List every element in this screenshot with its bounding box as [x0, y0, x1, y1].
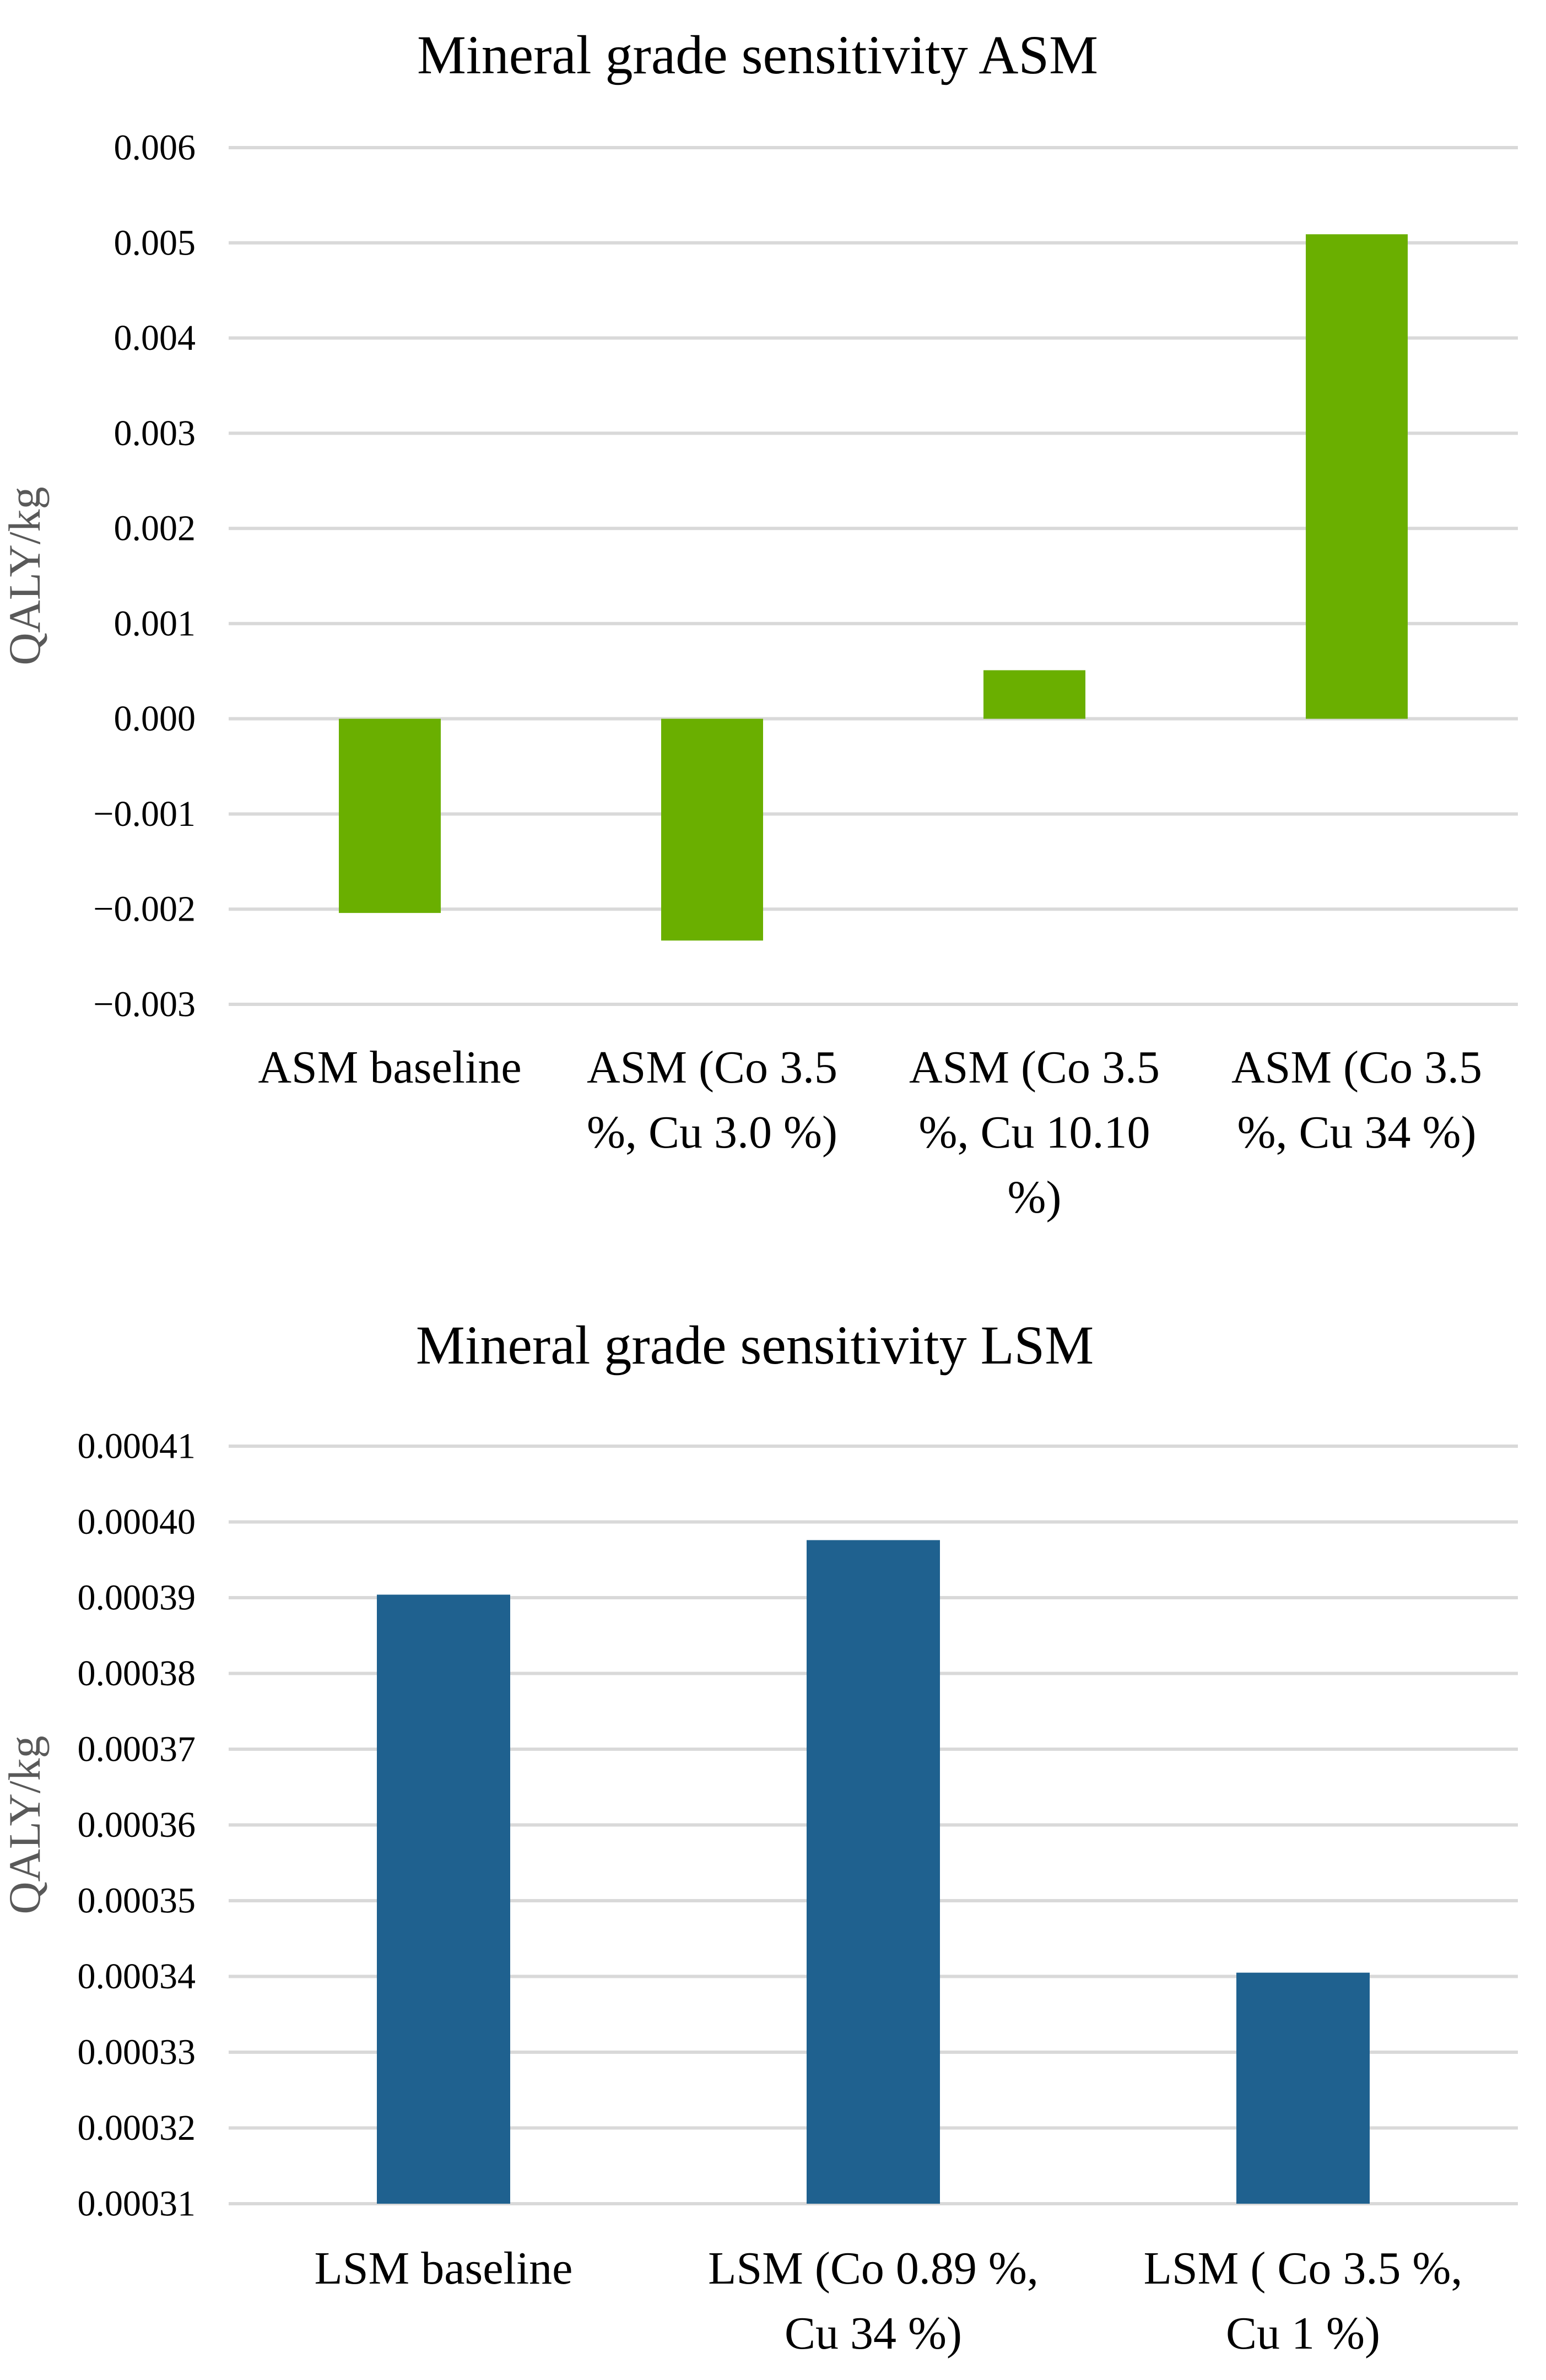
asm-y-tick-label: 0.000 — [114, 699, 196, 739]
asm-y-tick-label: 0.002 — [114, 509, 196, 549]
lsm-chart-title: Mineral grade sensitivity LSM — [416, 1315, 1094, 1376]
asm-bar-3 — [983, 670, 1085, 719]
lsm-y-axis-label: QALY/kg — [0, 1735, 50, 1914]
lsm-y-tick-label: 0.00034 — [78, 1956, 196, 1997]
asm-chart-title: Mineral grade sensitivity ASM — [417, 24, 1098, 85]
asm-y-tick-label: 0.006 — [114, 128, 196, 168]
lsm-y-tick-label: 0.00032 — [78, 2108, 196, 2148]
lsm-y-tick-label: 0.00040 — [78, 1502, 196, 1542]
lsm-y-tick-label: 0.00039 — [78, 1578, 196, 1618]
lsm-bar-2 — [807, 1540, 940, 2204]
asm-y-tick-label: 0.003 — [114, 413, 196, 453]
asm-y-tick-label: −0.003 — [93, 985, 196, 1025]
asm-y-tick-label: 0.004 — [114, 318, 196, 358]
asm-category-label-2: ASM (Co 3.5%, Cu 3.0 %) — [587, 1042, 837, 1158]
lsm-sensitivity-chart: Mineral grade sensitivity LSM QALY/kg 0.00… — [0, 1315, 1518, 2359]
asm-y-tick-label: −0.002 — [93, 889, 196, 929]
lsm-y-tick-label: 0.00031 — [78, 2184, 196, 2224]
asm-category-label-3: ASM (Co 3.5%, Cu 10.10%) — [909, 1042, 1160, 1223]
asm-y-tick-label: −0.001 — [93, 794, 196, 834]
asm-bar-2 — [661, 718, 763, 941]
lsm-y-tick-label: 0.00038 — [78, 1653, 196, 1694]
asm-category-label-4: ASM (Co 3.5%, Cu 34 %) — [1231, 1042, 1482, 1158]
lsm-y-tick-label: 0.00041 — [78, 1426, 196, 1467]
lsm-y-tick-label: 0.00035 — [78, 1881, 196, 1921]
asm-category-label-1: ASM baseline — [258, 1042, 521, 1093]
lsm-category-label-1: LSM baseline — [315, 2243, 573, 2294]
asm-y-axis-label: QALY/kg — [0, 486, 50, 665]
lsm-y-tick-label: 0.00037 — [78, 1729, 196, 1770]
lsm-bar-1 — [377, 1594, 510, 2204]
lsm-y-tick-label: 0.00033 — [78, 2032, 196, 2073]
lsm-bar-3 — [1236, 1972, 1370, 2204]
asm-sensitivity-chart: Mineral grade sensitivity ASM QALY/kg −0.0… — [0, 24, 1518, 1223]
lsm-y-tick-label: 0.00036 — [78, 1805, 196, 1845]
lsm-category-label-3: LSM ( Co 3.5 %, Cu 1 %) — [1144, 2243, 1463, 2359]
asm-bar-1 — [339, 718, 441, 913]
asm-y-tick-label: 0.001 — [114, 603, 196, 643]
lsm-category-label-2: LSM (Co 0.89 %, Cu 34 %) — [708, 2243, 1039, 2359]
asm-y-tick-label: 0.005 — [114, 223, 196, 263]
asm-bar-4 — [1306, 234, 1408, 719]
